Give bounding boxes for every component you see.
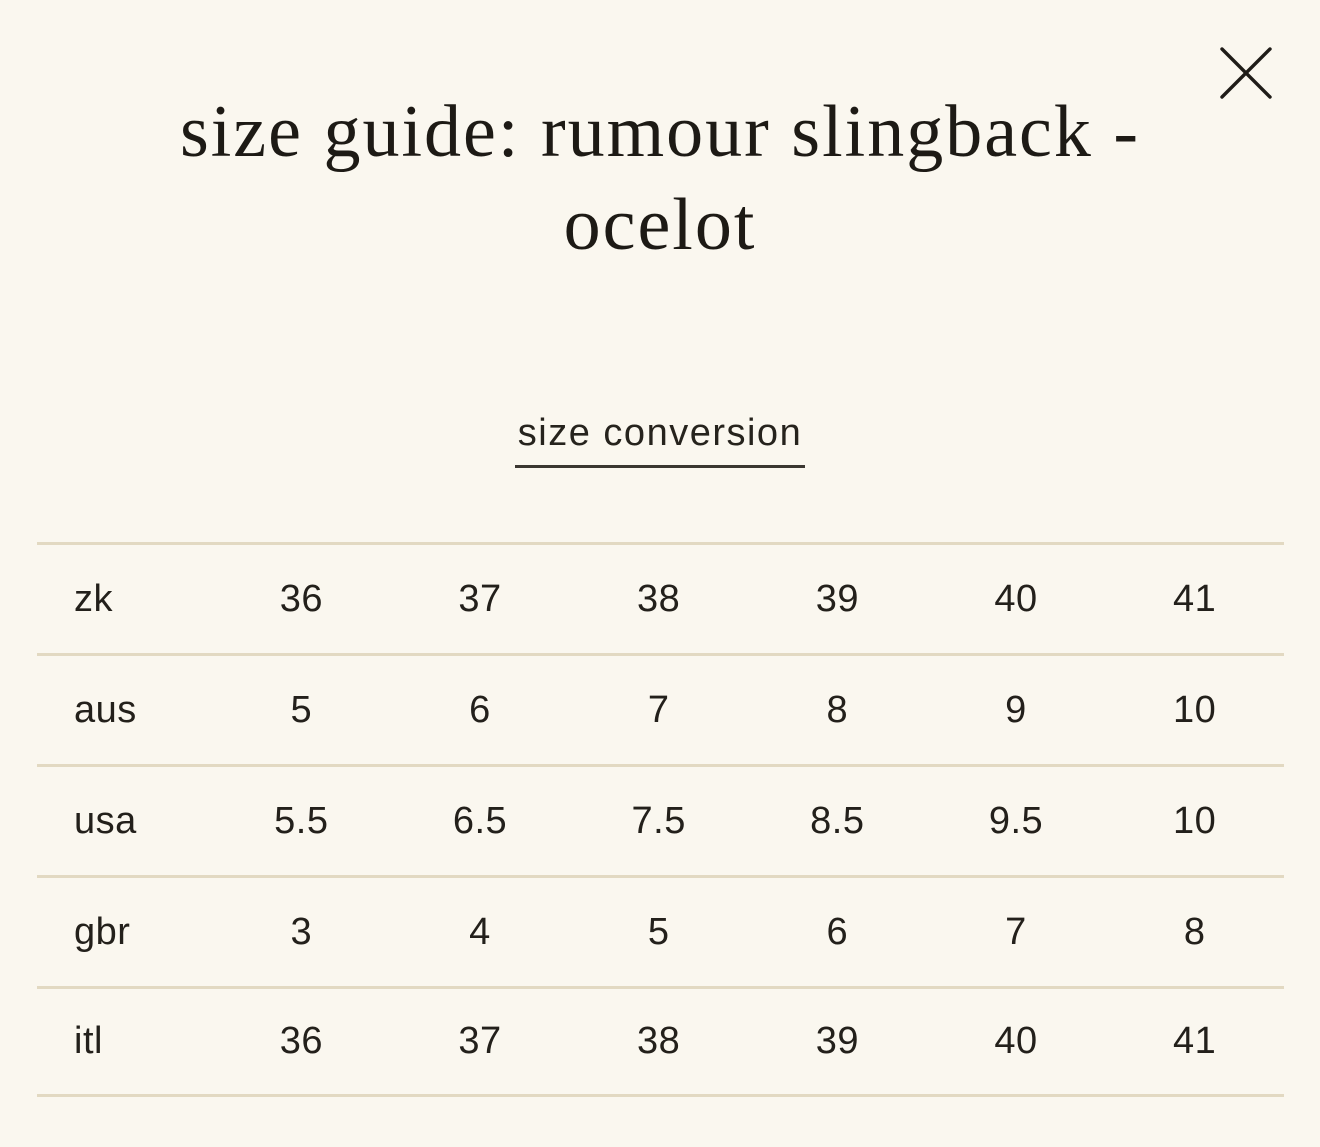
size-cell: 7	[647, 688, 670, 731]
table-row-usa: usa 5.5 6.5 7.5 8.5 9.5 10	[37, 764, 1284, 875]
size-cell: 8	[1183, 910, 1206, 953]
page-title-line-1: size guide: rumour slingback -	[179, 91, 1141, 173]
row-label: aus	[74, 688, 137, 731]
size-cell: 5	[647, 910, 670, 953]
page-title-line-2: ocelot	[563, 184, 757, 266]
size-cell: 38	[637, 1020, 681, 1062]
table-row-zk: zk 36 37 38 39 40 41	[37, 542, 1284, 653]
row-label: itl	[74, 1020, 103, 1062]
size-cell: 9	[1005, 688, 1027, 731]
close-icon	[1219, 46, 1273, 100]
row-label: gbr	[74, 910, 131, 953]
close-button[interactable]	[1219, 46, 1273, 100]
size-table: zk 36 37 38 39 40 41 aus 5 6 7 8 9 10 us…	[37, 542, 1284, 1097]
size-cell: 4	[469, 910, 491, 953]
size-cell: 7	[1005, 910, 1027, 953]
size-cell: 6	[826, 910, 849, 953]
page-title: size guide: rumour slingback - ocelot	[0, 86, 1320, 272]
table-row-itl: itl 36 37 38 39 40 41	[37, 986, 1284, 1097]
size-cell: 5	[290, 688, 313, 731]
size-cell: 41	[1173, 577, 1217, 620]
size-cell: 9.5	[988, 799, 1044, 842]
size-cell: 39	[815, 577, 859, 620]
size-cell: 38	[637, 577, 681, 620]
size-cell: 8.5	[810, 799, 865, 842]
row-label: usa	[74, 799, 137, 842]
size-cell: 36	[279, 577, 323, 620]
size-cell: 10	[1173, 799, 1217, 842]
row-label: zk	[74, 577, 113, 620]
size-cell: 40	[994, 1020, 1038, 1062]
size-cell: 3	[290, 910, 313, 953]
size-cell: 37	[458, 1020, 502, 1062]
size-cell: 8	[826, 688, 849, 731]
size-cell: 6	[469, 688, 491, 731]
tab-bar: size conversion	[0, 414, 1320, 468]
size-cell: 41	[1173, 1020, 1217, 1062]
table-row-gbr: gbr 3 4 5 6 7 8	[37, 875, 1284, 986]
size-cell: 6.5	[452, 799, 508, 842]
size-cell: 37	[458, 577, 502, 620]
size-cell: 36	[279, 1020, 323, 1062]
table-row-aus: aus 5 6 7 8 9 10	[37, 653, 1284, 764]
size-cell: 10	[1173, 688, 1217, 731]
size-cell: 7.5	[631, 799, 686, 842]
size-cell: 5.5	[274, 799, 329, 842]
size-guide-modal: size guide: rumour slingback - ocelot si…	[0, 47, 1320, 1097]
tab-size-conversion[interactable]: size conversion	[514, 414, 806, 468]
size-cell: 40	[994, 577, 1038, 620]
size-cell: 39	[815, 1020, 859, 1062]
